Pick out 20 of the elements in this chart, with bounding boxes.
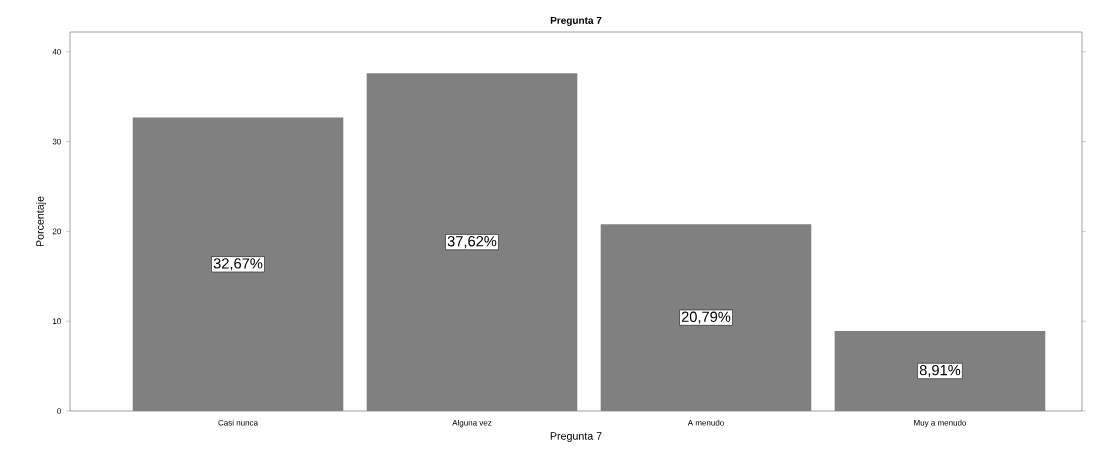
data-label: 32,67% <box>213 258 263 271</box>
y-tick-label: 0 <box>57 408 61 414</box>
y-tick-label: 40 <box>52 48 61 55</box>
y-tick-label: 20 <box>52 228 61 235</box>
bar <box>834 330 1046 411</box>
x-axis-title: Pregunta 7 <box>550 432 602 442</box>
data-label: 8,91% <box>919 364 961 378</box>
chart-title: Pregunta 7 <box>550 16 602 26</box>
bar <box>132 117 344 411</box>
data-label: 20,79% <box>681 311 731 324</box>
y-tick-label: 30 <box>52 138 61 145</box>
y-axis-title: Porcentaje <box>35 196 46 247</box>
x-tick-label: Muy a menudo <box>914 419 967 428</box>
y-tick-label: 10 <box>53 318 61 325</box>
bar <box>366 73 578 411</box>
x-tick-label: Alguna vez <box>452 419 492 428</box>
data-label: 37,62% <box>447 236 497 249</box>
x-tick-label: Casi nunca <box>218 419 259 426</box>
bar <box>600 224 812 411</box>
x-tick-label: A menudo <box>687 419 724 426</box>
